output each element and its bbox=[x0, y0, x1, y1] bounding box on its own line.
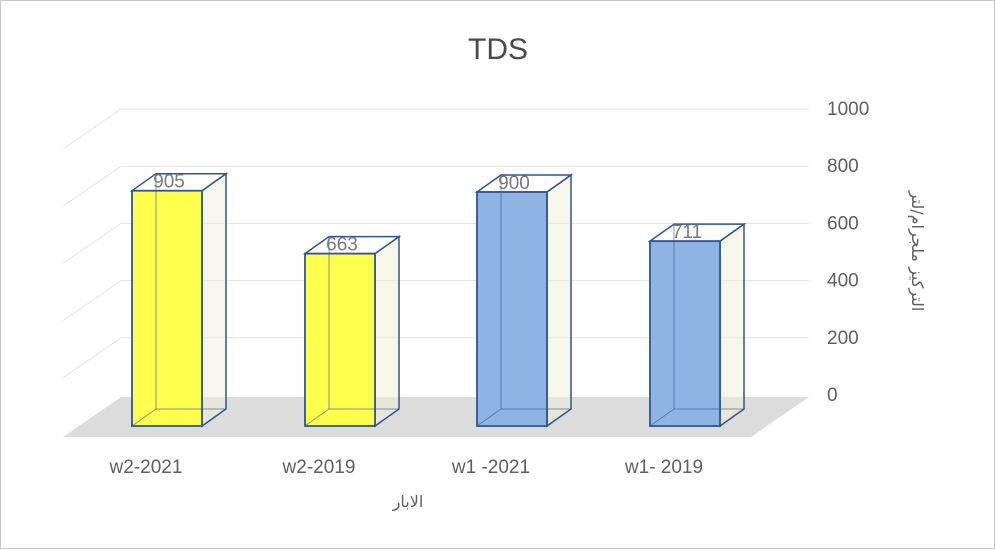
x-axis-categories: w2-2021 w2-2019 w1 -2021 w1- 2019 bbox=[109, 457, 704, 478]
y-tick-label: 0 bbox=[827, 385, 838, 406]
chart-title: TDS bbox=[468, 33, 528, 66]
bar-inner-edge bbox=[476, 408, 502, 427]
gridline-diagonal bbox=[62, 165, 122, 207]
data-label: 900 bbox=[498, 173, 530, 194]
bar-group bbox=[647, 222, 747, 428]
bar-side bbox=[719, 222, 745, 428]
y-tick-label: 200 bbox=[827, 328, 859, 349]
data-label: 663 bbox=[326, 235, 358, 256]
bar-inner-edge bbox=[304, 408, 330, 427]
bar-group bbox=[302, 235, 402, 428]
bar-group bbox=[129, 172, 229, 428]
y-tick-label: 600 bbox=[827, 213, 859, 234]
data-label: 905 bbox=[153, 172, 185, 193]
bar-side bbox=[546, 173, 572, 428]
data-label: 711 bbox=[672, 222, 702, 243]
y-tick-label: 1000 bbox=[827, 99, 869, 120]
chart-floor bbox=[63, 397, 809, 437]
data-labels: 905 663 900 711 bbox=[153, 172, 702, 256]
bar-side bbox=[374, 235, 400, 428]
bar-inner-edge bbox=[649, 408, 675, 427]
x-category-label: w1 -2021 bbox=[451, 457, 530, 478]
x-category-label: w2-2021 bbox=[109, 457, 183, 478]
gridline-diagonal bbox=[62, 280, 122, 322]
bars bbox=[129, 172, 747, 428]
bar-inner-edge bbox=[131, 408, 157, 427]
y-axis-ticks: 0 200 400 600 800 1000 bbox=[827, 99, 869, 406]
bar bbox=[131, 189, 203, 427]
x-category-label: w1- 2019 bbox=[624, 457, 703, 478]
bar bbox=[304, 252, 376, 427]
y-tick-label: 400 bbox=[827, 271, 859, 292]
y-tick-label: 800 bbox=[827, 156, 859, 177]
x-axis-title: الابار bbox=[392, 492, 424, 512]
bar bbox=[649, 240, 721, 427]
x-category-label: w2-2019 bbox=[282, 457, 356, 478]
floor-plane bbox=[63, 397, 809, 437]
gridline-diagonal bbox=[62, 108, 122, 150]
bar bbox=[476, 191, 548, 427]
gridline-diagonal bbox=[62, 337, 122, 379]
bar-group bbox=[474, 173, 574, 428]
bar-side bbox=[201, 172, 227, 428]
y-axis-title: التركيز ملجرام/لتر bbox=[907, 190, 927, 312]
gridline-diagonal bbox=[62, 222, 122, 264]
